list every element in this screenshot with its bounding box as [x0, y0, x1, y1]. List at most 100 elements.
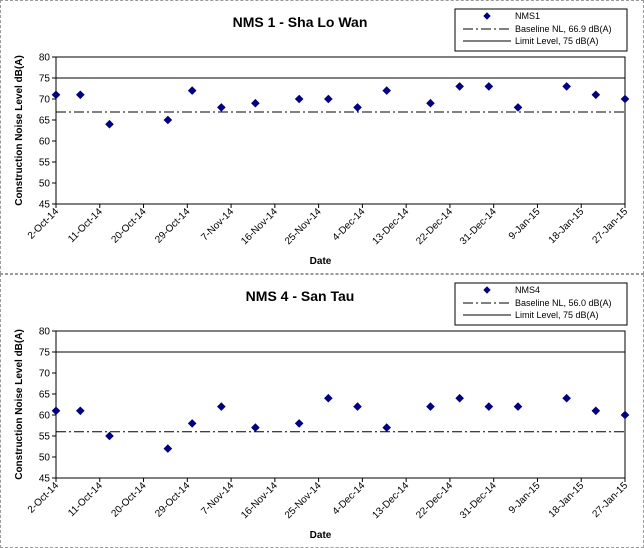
chart-panel-nms4: NMS 4 - San Tau 45 50 55 60 65 70 75 80 2-Oct-14 1… [0, 274, 644, 548]
data-point [620, 410, 630, 420]
x-tick-label: 31-Dec-14 [458, 480, 499, 521]
x-tick-label: 7-Nov-14 [199, 206, 236, 243]
x-axis-label: Date [310, 256, 332, 267]
legend-marker [483, 286, 491, 294]
data-point [217, 103, 226, 112]
x-tick-label: 18-Jan-15 [547, 480, 587, 520]
data-point [562, 393, 571, 403]
data-point [591, 406, 601, 416]
data-point [382, 423, 392, 432]
y-tick-label: 55 [39, 158, 51, 169]
x-tick-label: 13-Dec-14 [370, 206, 411, 247]
legend-label: NMS4 [515, 285, 540, 295]
data-point [426, 402, 435, 411]
plot-area [55, 330, 626, 479]
chart-nms1: NMS 1 - Sha Lo Wan 45 50 55 60 65 70 75 80 2-Oct-… [14, 8, 631, 267]
x-tick-label: 9-Jan-15 [507, 480, 543, 516]
y-tick-label: 55 [39, 432, 51, 443]
data-point [294, 419, 304, 428]
data-point [513, 103, 523, 112]
x-tick-label: 2-Oct-14 [26, 206, 62, 242]
x-tick-label: 2-Oct-14 [26, 480, 62, 516]
y-tick-label: 75 [39, 348, 51, 359]
x-tick-label: 29-Oct-14 [153, 206, 193, 246]
data-point [324, 94, 333, 104]
x-tick-label: 20-Oct-14 [109, 480, 149, 520]
data-point [324, 393, 333, 403]
data-point [591, 90, 601, 100]
data-point [51, 406, 61, 416]
data-point [382, 86, 392, 95]
x-axis-label: Date [310, 530, 332, 541]
data-point [484, 82, 494, 91]
x-tick-label: 4-Dec-14 [331, 480, 368, 517]
x-tick-label: 7-Nov-14 [199, 480, 236, 517]
x-tick-label: 27-Jan-15 [591, 480, 631, 520]
legend-label: Limit Level, 75 dB(A) [515, 36, 599, 46]
data-point [105, 119, 114, 129]
data-point [455, 393, 464, 403]
x-tick-label: 9-Jan-15 [507, 206, 543, 242]
y-axis-label: Construction Noise Level dB(A) [14, 329, 25, 480]
data-point [562, 82, 571, 91]
data-point [217, 402, 226, 411]
x-tick-label: 25-Nov-14 [283, 480, 324, 521]
y-tick-label: 80 [39, 327, 51, 338]
chart-title: NMS 1 - Sha Lo Wan [233, 14, 368, 30]
data-point [353, 103, 362, 112]
x-tick-label: 25-Nov-14 [283, 206, 324, 247]
y-tick-label: 65 [39, 390, 51, 401]
x-tick-label: 31-Dec-14 [458, 206, 499, 247]
plot-area [55, 56, 626, 205]
data-point [251, 423, 260, 432]
x-tick-label: 29-Oct-14 [153, 480, 193, 520]
y-tick-label: 70 [39, 369, 51, 380]
y-axis-label: Construction Noise Level dB(A) [14, 55, 25, 206]
y-tick-label: 50 [39, 179, 51, 190]
data-point [513, 402, 523, 411]
data-point [163, 444, 173, 453]
x-tick-label: 13-Dec-14 [370, 480, 411, 521]
chart-title: NMS 4 - San Tau [246, 288, 355, 304]
y-tick-label: 80 [39, 53, 51, 64]
x-tick-label: 4-Dec-14 [331, 206, 368, 243]
data-point [76, 406, 85, 416]
y-tick-label: 65 [39, 116, 51, 127]
legend-label: Baseline NL, 56.0 dB(A) [515, 298, 612, 308]
y-tick-label: 60 [39, 137, 51, 148]
y-tick-label: 50 [39, 453, 51, 464]
data-point [163, 115, 173, 125]
legend-label: Limit Level, 75 dB(A) [515, 310, 599, 320]
x-tick-label: 22-Dec-14 [414, 206, 455, 247]
x-tick-label: 18-Jan-15 [547, 206, 587, 246]
data-point [51, 90, 61, 100]
y-tick-label: 70 [39, 95, 51, 106]
legend-label: Baseline NL, 66.9 dB(A) [515, 24, 612, 34]
x-tick-label: 22-Dec-14 [414, 480, 455, 521]
data-point [353, 402, 362, 411]
x-tick-label: 11-Oct-14 [66, 480, 105, 519]
x-tick-label: 16-Nov-14 [239, 480, 280, 521]
data-point [187, 419, 197, 428]
x-tick-label: 16-Nov-14 [239, 206, 280, 247]
data-point [294, 94, 304, 104]
data-point [426, 98, 435, 108]
x-tick-label: 20-Oct-14 [109, 206, 149, 246]
x-tick-label: 27-Jan-15 [591, 206, 631, 246]
data-point [484, 402, 494, 411]
y-tick-label: 60 [39, 411, 51, 422]
legend-marker [483, 12, 491, 20]
data-point [251, 98, 260, 108]
x-tick-label: 11-Oct-14 [66, 206, 105, 245]
y-tick-label: 45 [39, 474, 51, 485]
data-point [76, 90, 85, 100]
y-tick-label: 75 [39, 74, 51, 85]
data-point [455, 82, 464, 91]
legend-label: NMS1 [515, 11, 540, 21]
data-point [105, 431, 114, 441]
data-point [187, 86, 197, 95]
y-tick-label: 45 [39, 200, 51, 211]
data-point [620, 94, 630, 104]
chart-panel-nms1: NMS 1 - Sha Lo Wan 45 50 55 60 65 70 75 80 2-Oct-… [0, 0, 644, 274]
